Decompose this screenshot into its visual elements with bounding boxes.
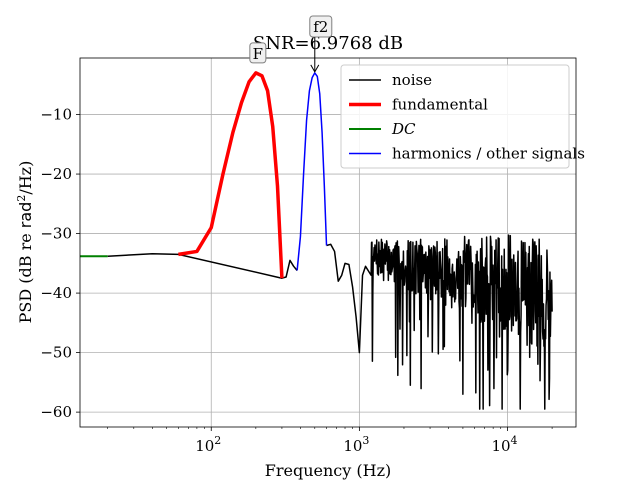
legend: noise fundamental DC harmonics / other sign… bbox=[340, 64, 585, 169]
legend-label-fundamental: fundamental bbox=[392, 96, 488, 114]
y-tick-label: −50 bbox=[40, 344, 72, 362]
y-tick-label: −20 bbox=[40, 165, 72, 183]
series-line-noise bbox=[107, 253, 298, 279]
annotation-layer: Ff2 bbox=[249, 15, 333, 73]
y-tick-label: −30 bbox=[40, 225, 72, 243]
series-line-harmonics bbox=[296, 72, 328, 271]
series-line-noise-tail bbox=[326, 234, 553, 410]
legend-label-DC: DC bbox=[391, 120, 416, 138]
series-line-fundamental bbox=[178, 71, 284, 279]
x-tick-label-base: 10 bbox=[195, 437, 214, 455]
series-layer bbox=[80, 71, 553, 410]
y-axis-label-prefix: PSD (dB re bbox=[16, 228, 35, 323]
x-tick-label-base: 10 bbox=[491, 437, 510, 455]
annotation-box-f2 bbox=[309, 15, 333, 38]
annotation-label-F: F bbox=[253, 45, 263, 63]
legend-label-harmonics: harmonics / other signals bbox=[392, 145, 585, 163]
x-tick-label-exponent: 3 bbox=[362, 434, 369, 447]
annotation-arrow-head bbox=[310, 64, 320, 73]
x-axis-label: Frequency (Hz) bbox=[265, 461, 392, 480]
y-axis-label-unit: rad bbox=[16, 202, 35, 229]
x-tick-label: 102 bbox=[195, 434, 221, 455]
chart-title: SNR=6.9768 dB bbox=[253, 33, 403, 54]
x-tick-label-exponent: 2 bbox=[214, 434, 221, 447]
x-tick-label: 103 bbox=[343, 434, 369, 455]
axes-frame bbox=[79, 57, 577, 428]
x-tick-label-exponent: 4 bbox=[511, 434, 518, 447]
y-axis-label-unit-exponent: 2 bbox=[15, 195, 28, 202]
annotation-box-F bbox=[249, 42, 267, 64]
annotation-label-f2: f2 bbox=[313, 18, 328, 36]
legend-frame bbox=[340, 64, 570, 169]
x-tick-label-base: 10 bbox=[343, 437, 362, 455]
x-tick-label: 104 bbox=[491, 434, 517, 455]
y-axis-label-suffix: /Hz) bbox=[16, 161, 35, 195]
legend-label-noise: noise bbox=[392, 71, 432, 89]
y-tick-label: −60 bbox=[40, 403, 72, 421]
y-axis-label: PSD (dB re rad2/Hz) bbox=[15, 161, 35, 324]
y-tick-label: −40 bbox=[40, 284, 72, 302]
y-tick-label: −10 bbox=[40, 106, 72, 124]
